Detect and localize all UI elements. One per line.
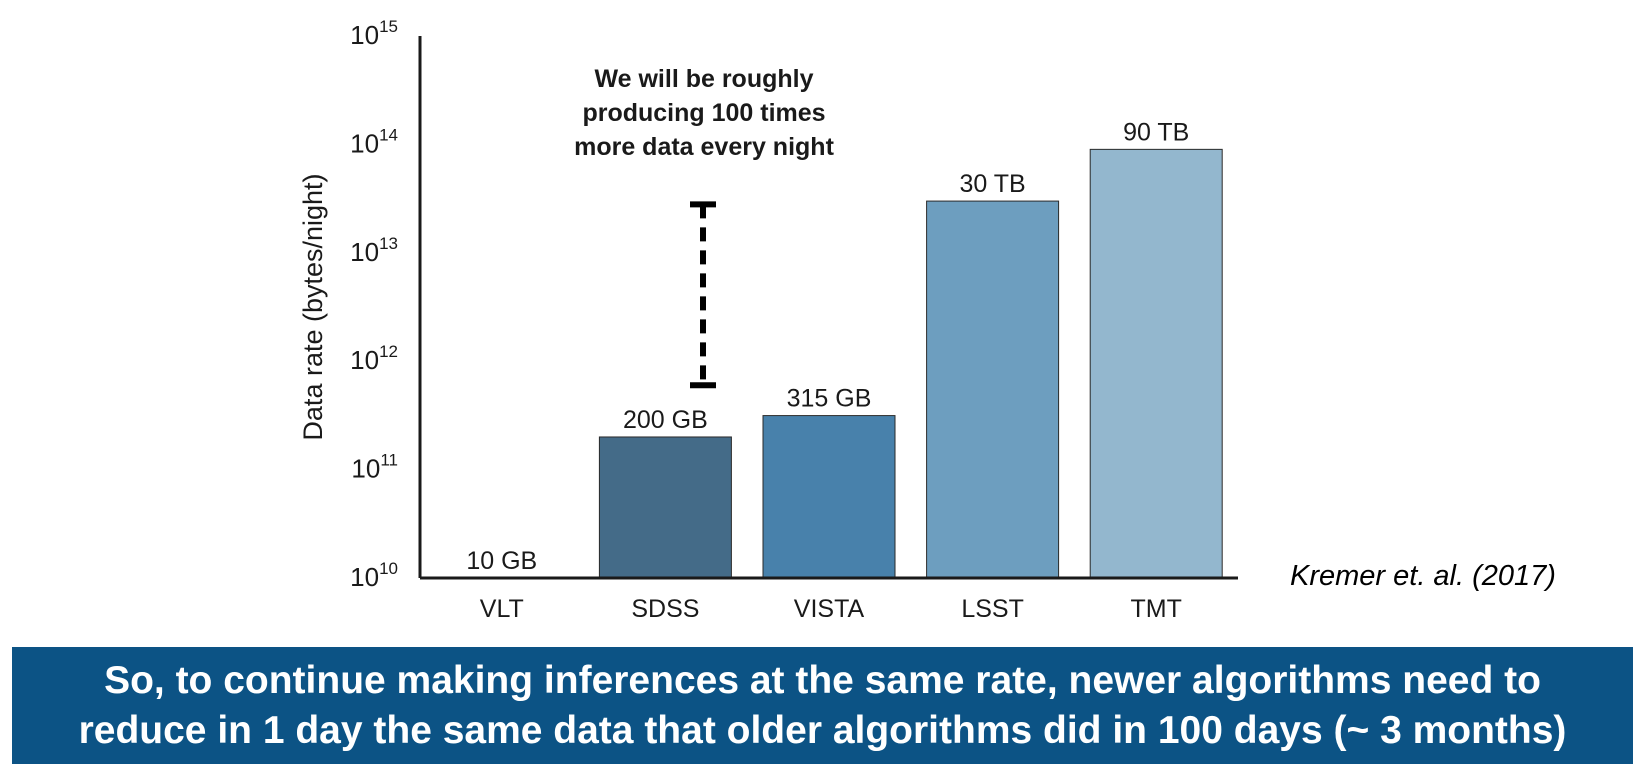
data-label-lsst: 30 TB: [959, 170, 1025, 198]
y-tick-label-4: 1014: [350, 125, 398, 158]
data-labels-group: 10 GB 200 GB 315 GB 30 TB 90 TB: [466, 118, 1189, 575]
x-labels-group: VLT SDSS VISTA LSST TMT: [480, 595, 1182, 623]
annotation-line-3: more data every night: [574, 133, 834, 161]
bar-tmt: [1089, 148, 1223, 579]
data-label-vista: 315 GB: [787, 385, 872, 413]
bar-chart: 10 GB 200 GB 315 GB 30 TB 90 TB 1010 1011 1012…: [298, 17, 1238, 623]
y-tick-label-5: 1015: [350, 17, 398, 50]
annotation-line-2: producing 100 times: [582, 99, 825, 127]
annotation-group: We will be roughly producing 100 times mor…: [574, 65, 835, 389]
x-tick-label-tmt: TMT: [1131, 595, 1182, 623]
bar-vista: [762, 415, 896, 579]
x-tick-label-lsst: LSST: [961, 595, 1024, 623]
x-tick-label-vlt: VLT: [480, 595, 524, 623]
y-tick-label-1: 1011: [351, 451, 398, 484]
x-tick-label-sdss: SDSS: [631, 595, 699, 623]
y-tick-label-2: 1012: [350, 342, 398, 375]
bar-lsst: [926, 200, 1060, 579]
conclusion-banner: So, to continue making inferences at the…: [12, 647, 1633, 764]
y-ticks-group: 1010 1011 1012 1013 1014 1015: [350, 17, 398, 592]
citation: Kremer et. al. (2017): [1290, 560, 1556, 592]
data-label-tmt: 90 TB: [1123, 118, 1189, 146]
banner-line-1: So, to continue making inferences at the…: [104, 658, 1541, 702]
data-label-sdss: 200 GB: [623, 406, 708, 434]
data-label-vlt: 10 GB: [466, 547, 537, 575]
banner-line-2: reduce in 1 day the same data that older…: [78, 708, 1567, 752]
banner-text: So, to continue making inferences at the…: [79, 656, 1567, 756]
y-tick-label-0: 1010: [350, 559, 398, 592]
y-tick-label-3: 1013: [350, 234, 398, 267]
annotation-line-1: We will be roughly: [594, 65, 813, 93]
x-tick-label-vista: VISTA: [794, 595, 865, 623]
bars-group: [598, 148, 1223, 579]
y-axis-label: Data rate (bytes/night): [298, 173, 328, 440]
bar-sdss: [598, 436, 732, 579]
